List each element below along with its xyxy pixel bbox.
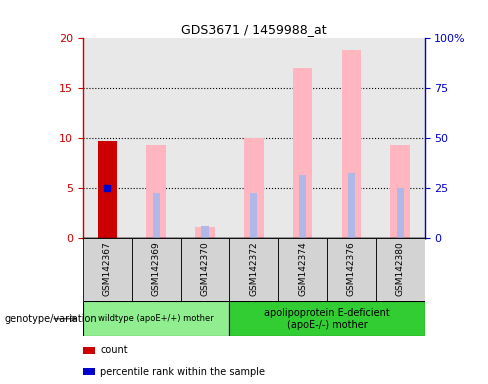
- Text: count: count: [100, 345, 128, 356]
- Bar: [229, 38, 278, 238]
- Bar: [83, 301, 229, 336]
- Text: percentile rank within the sample: percentile rank within the sample: [100, 366, 265, 377]
- Bar: [229, 301, 425, 336]
- Bar: [342, 50, 361, 238]
- Bar: [376, 238, 425, 301]
- Bar: [229, 238, 278, 301]
- Bar: [278, 238, 327, 301]
- Text: wildtype (apoE+/+) mother: wildtype (apoE+/+) mother: [98, 314, 214, 323]
- Bar: [146, 145, 166, 238]
- Bar: [98, 141, 117, 238]
- Bar: [83, 38, 132, 238]
- Bar: [181, 38, 229, 238]
- Text: GSM142369: GSM142369: [152, 241, 161, 296]
- Bar: [132, 238, 181, 301]
- Bar: [390, 145, 410, 238]
- Text: apolipoprotein E-deficient
(apoE-/-) mother: apolipoprotein E-deficient (apoE-/-) mot…: [264, 308, 390, 329]
- Bar: [376, 38, 425, 238]
- Bar: [132, 38, 181, 238]
- Text: GSM142380: GSM142380: [396, 241, 405, 296]
- Text: genotype/variation: genotype/variation: [5, 314, 98, 324]
- Bar: [244, 138, 264, 238]
- Text: GSM142376: GSM142376: [347, 241, 356, 296]
- Text: GSM142372: GSM142372: [249, 241, 258, 296]
- Bar: [278, 38, 327, 238]
- Text: GSM142367: GSM142367: [103, 241, 112, 296]
- Text: GSM142374: GSM142374: [298, 241, 307, 296]
- Bar: [299, 175, 306, 238]
- Text: GSM142370: GSM142370: [201, 241, 209, 296]
- Bar: [396, 188, 404, 238]
- Bar: [83, 238, 132, 301]
- Bar: [195, 227, 215, 238]
- Title: GDS3671 / 1459988_at: GDS3671 / 1459988_at: [181, 23, 326, 36]
- Bar: [347, 173, 355, 238]
- Bar: [250, 193, 258, 238]
- Bar: [202, 226, 209, 238]
- Bar: [327, 238, 376, 301]
- Bar: [327, 38, 376, 238]
- Bar: [293, 68, 312, 238]
- Bar: [152, 193, 160, 238]
- Bar: [181, 238, 229, 301]
